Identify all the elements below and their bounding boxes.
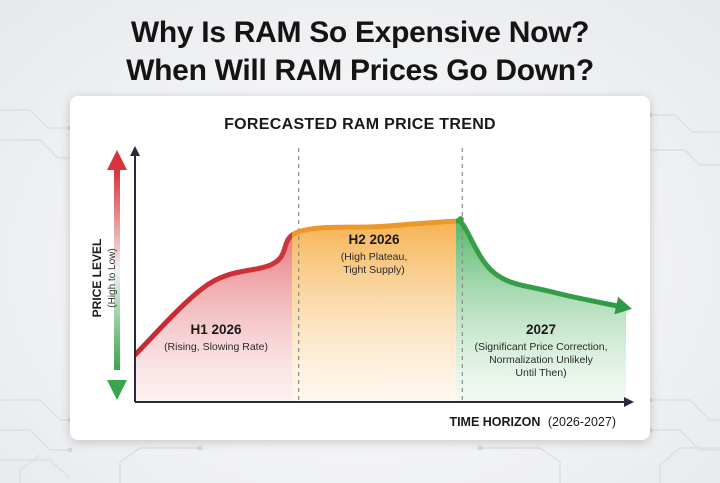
down-arrow-icon <box>107 380 127 400</box>
axes <box>130 146 634 407</box>
area-h2-2026 <box>292 221 456 402</box>
y-axis-sublabel: (High to Low) <box>107 248 118 307</box>
phase-note-h2-2026-line-1: (High Plateau, <box>341 251 408 263</box>
y-axis-label-group: PRICE LEVEL (High to Low) <box>90 239 118 318</box>
headline-line-1: Why Is RAM So Expensive Now? <box>130 16 590 49</box>
area-2027 <box>456 218 626 402</box>
phase-note-h1-2026: (Rising, Slowing Rate) <box>164 341 268 353</box>
phase-label-h2-2026: H2 2026 <box>348 232 400 247</box>
phase-label-h1-2026: H1 2026 <box>190 322 242 337</box>
y-axis-label: PRICE LEVEL <box>90 239 104 318</box>
x-axis-label: TIME HORIZON <box>449 415 540 429</box>
price-arrow-shaft <box>114 170 120 370</box>
up-arrow-icon <box>107 150 127 170</box>
price-direction-arrow <box>107 150 127 400</box>
trend-arrowhead <box>614 296 632 315</box>
x-axis-arrow-icon <box>624 397 634 407</box>
phase-note-2027-line-1: (Significant Price Correction, <box>474 341 607 353</box>
trend-line <box>135 216 626 358</box>
trend-line-2027 <box>456 216 626 311</box>
phase-dividers <box>298 148 463 402</box>
phase-labels: H1 2026 (Rising, Slowing Rate) H2 2026 (Hig… <box>164 232 607 379</box>
area-h1-2026 <box>135 235 292 402</box>
phase-areas <box>135 218 626 402</box>
trend-line-h2-2026 <box>292 218 456 239</box>
trend-arrowhead-icon <box>614 296 632 315</box>
headline: Why Is RAM So Expensive Now? When Will R… <box>0 14 720 90</box>
y-axis-arrow-icon <box>130 146 140 156</box>
x-axis-label-group: TIME HORIZON (2026-2027) <box>449 415 616 429</box>
phase-note-2027-line-3: Until Then) <box>515 367 566 379</box>
x-axis-sublabel: (2026-2027) <box>548 415 616 429</box>
phase-label-2027: 2027 <box>526 322 556 337</box>
trend-line-h1-2026 <box>135 232 292 358</box>
chart-title: FORECASTED RAM PRICE TREND <box>224 116 496 133</box>
phase-note-h2-2026-line-2: Tight Supply) <box>343 264 404 276</box>
phase-note-2027-line-2: Normalization Unlikely <box>489 354 594 366</box>
headline-line-2: When Will RAM Prices Go Down? <box>126 54 594 87</box>
